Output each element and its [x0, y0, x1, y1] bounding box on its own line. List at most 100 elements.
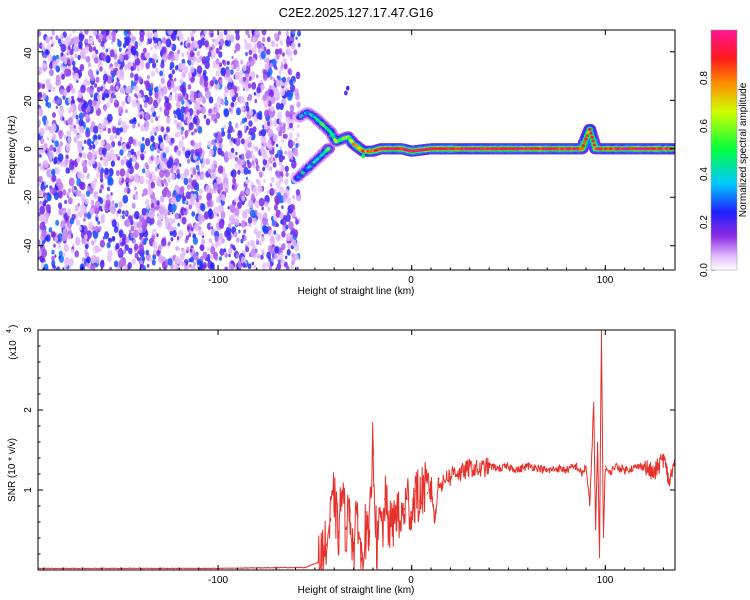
heatmap-noise-cell: [223, 30, 228, 36]
heatmap-noise-cell: [154, 142, 158, 148]
heatmap-noise-cell: [140, 155, 145, 161]
heatmap-noise-cell: [120, 214, 123, 219]
heatmap-noise-cell: [97, 196, 102, 202]
heatmap-noise-cell: [232, 154, 236, 159]
heatmap-noise-cell: [39, 221, 46, 231]
heatmap-noise-cell: [79, 64, 85, 72]
heatmap-noise-cell: [258, 49, 261, 53]
heatmap-noise-cell: [86, 56, 91, 63]
heatmap-noise-cell: [139, 264, 142, 268]
heatmap-noise-cell: [147, 165, 150, 170]
heatmap-signal-cell: [591, 139, 596, 143]
heatmap-noise-cell: [286, 41, 290, 48]
heatmap-noise-cell: [287, 68, 292, 74]
heatmap-noise-cell: [228, 222, 232, 229]
heatmap-noise-cell: [189, 50, 194, 58]
heatmap-noise-cell: [84, 234, 88, 240]
heatmap-noise-cell: [51, 174, 57, 182]
heatmap-noise-cell: [75, 219, 81, 227]
heatmap-noise-cell: [112, 94, 115, 98]
heatmap-noise-cell: [124, 211, 128, 215]
heatmap-noise-cell: [275, 143, 279, 148]
heatmap-noise-cell: [63, 207, 67, 213]
heatmap-noise-cell: [45, 124, 50, 131]
heatmap-noise-cell: [243, 166, 249, 175]
heatmap-noise-cell: [219, 79, 223, 85]
heatmap-noise-cell: [85, 127, 90, 134]
heatmap-noise-cell: [279, 40, 283, 46]
heatmap-noise-cell: [234, 218, 240, 226]
heatmap-noise-cell: [165, 126, 170, 133]
heatmap-noise-cell: [94, 139, 99, 146]
heatmap-noise-cell: [137, 92, 142, 99]
heatmap-noise-cell: [243, 39, 247, 44]
heatmap-noise-cell: [221, 238, 225, 244]
heatmap-noise-cell: [191, 36, 195, 42]
heatmap-noise-cell: [220, 68, 225, 73]
heatmap-noise-cell: [188, 177, 193, 184]
heatmap-noise-cell: [38, 119, 41, 128]
heatmap-noise-cell: [87, 99, 93, 107]
heatmap-noise-cell: [73, 72, 79, 82]
heatmap-noise-cell: [159, 195, 165, 203]
heatmap-noise-cell: [216, 134, 222, 142]
heatmap-noise-cell: [150, 118, 154, 124]
heatmap-noise-cell: [210, 50, 216, 59]
heatmap-noise-cell: [197, 168, 200, 173]
heatmap-noise-cell: [95, 76, 100, 83]
heatmap-noise-cell: [199, 97, 203, 103]
heatmap-noise-cell: [168, 94, 173, 101]
heatmap-noise-cell: [58, 202, 63, 209]
heatmap-noise-cell: [285, 110, 290, 118]
heatmap-noise-cell: [230, 69, 234, 75]
heatmap-noise-cell: [205, 184, 211, 194]
heatmap-noise-cell: [236, 253, 239, 258]
heatmap-noise-cell: [214, 79, 218, 85]
heatmap-noise-cell: [268, 257, 272, 262]
heatmap-noise-cell: [49, 158, 52, 163]
heatmap-noise-cell: [77, 91, 83, 99]
heatmap-noise-cell: [255, 74, 259, 79]
heatmap-noise-cell: [147, 96, 153, 105]
heatmap-noise-cell: [115, 212, 119, 217]
heatmap-noise-cell: [195, 199, 201, 209]
heatmap-noise-cell: [133, 239, 136, 244]
heatmap-noise-cell: [228, 121, 232, 126]
heatmap-noise-cell: [344, 90, 348, 96]
heatmap-noise-cell: [158, 134, 163, 142]
heatmap-noise-cell: [257, 180, 261, 186]
heatmap-noise-cell: [197, 230, 202, 236]
heatmap-noise-cell: [289, 104, 295, 112]
heatmap-noise-cell: [83, 100, 89, 109]
heatmap-noise-cell: [181, 52, 185, 58]
heatmap-noise-cell: [124, 244, 129, 252]
heatmap-noise-cell: [123, 187, 128, 193]
heatmap-noise-cell: [280, 219, 284, 225]
heatmap-noise-cell: [78, 41, 83, 48]
heatmap-noise-cell: [141, 256, 146, 262]
heatmap-noise-cell: [95, 200, 100, 209]
heatmap-noise-cell: [68, 258, 74, 266]
heatmap-noise-cell: [77, 170, 83, 179]
heatmap-noise-cell: [174, 212, 180, 220]
heatmap-noise-cell: [161, 85, 168, 95]
heatmap-noise-cell: [152, 254, 157, 260]
heatmap-noise-cell: [131, 80, 134, 84]
heatmap-noise-cell: [256, 34, 259, 39]
heatmap-noise-cell: [92, 226, 96, 231]
heatmap-noise-cell: [221, 194, 226, 202]
heatmap-noise-cell: [107, 113, 113, 123]
heatmap-noise-cell: [67, 59, 71, 65]
heatmap-noise-cell: [291, 159, 297, 169]
heatmap-noise-cell: [135, 191, 138, 196]
heatmap-noise-cell: [164, 217, 170, 225]
heatmap-noise-cell: [107, 186, 110, 192]
heatmap-noise-cell: [278, 186, 285, 195]
heatmap-noise-cell: [246, 159, 250, 165]
heatmap-noise-cell: [72, 243, 75, 248]
heatmap-noise-cell: [134, 55, 138, 60]
heatmap-noise-cell: [187, 59, 190, 64]
heatmap-noise-cell: [287, 126, 290, 130]
heatmap-noise-cell: [223, 91, 228, 98]
heatmap-noise-cell: [185, 262, 188, 266]
